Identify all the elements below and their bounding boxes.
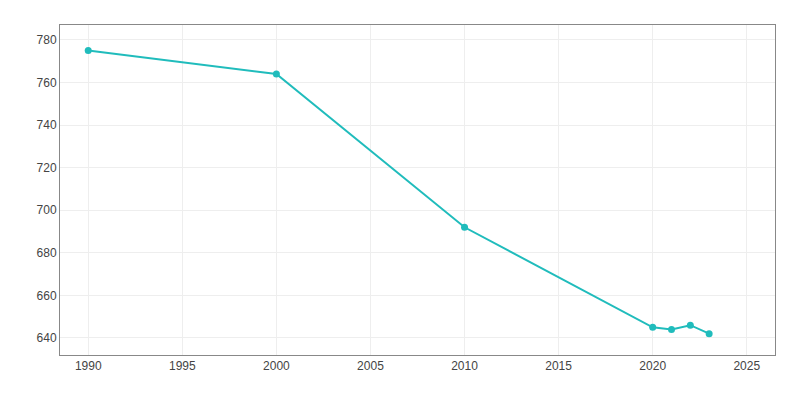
svg-text:2015: 2015: [545, 359, 572, 373]
svg-text:700: 700: [37, 203, 57, 217]
svg-text:1990: 1990: [75, 359, 102, 373]
svg-text:720: 720: [37, 161, 57, 175]
svg-text:760: 760: [37, 76, 57, 90]
svg-text:2020: 2020: [639, 359, 666, 373]
svg-text:780: 780: [37, 33, 57, 47]
svg-text:2005: 2005: [357, 359, 384, 373]
svg-text:1995: 1995: [169, 359, 196, 373]
svg-text:740: 740: [37, 118, 57, 132]
svg-text:660: 660: [37, 289, 57, 303]
svg-text:2010: 2010: [451, 359, 478, 373]
svg-text:680: 680: [37, 246, 57, 260]
svg-text:2025: 2025: [733, 359, 760, 373]
svg-text:2000: 2000: [263, 359, 290, 373]
svg-text:640: 640: [37, 331, 57, 345]
